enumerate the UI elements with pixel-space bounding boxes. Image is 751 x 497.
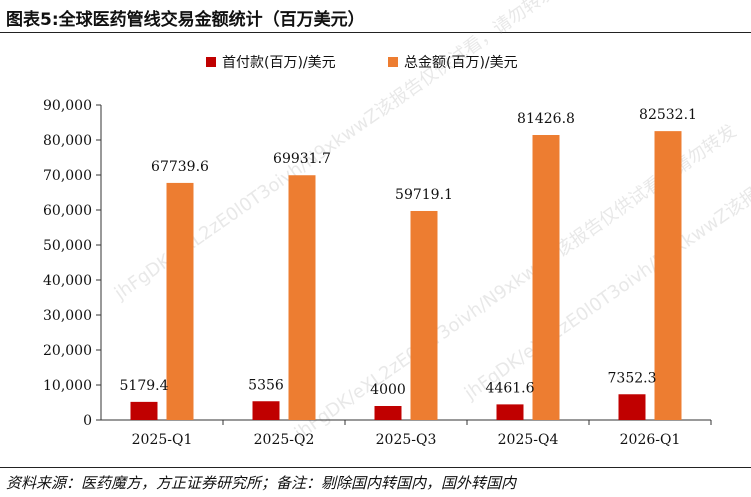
- legend-swatch: [206, 57, 216, 67]
- y-tick-label: 10,000: [43, 378, 92, 394]
- bar-series-2: [288, 175, 316, 420]
- watermark-text: jhFgDK/eXL2zE0l0T3oivh/N9xkwwZ该报告仅供试看，请勿…: [460, 81, 751, 405]
- data-label: 59719.1: [395, 187, 453, 203]
- data-label: 69931.7: [273, 151, 331, 167]
- x-tick-label: 2026-Q1: [620, 432, 681, 448]
- legend-label: 总金额(百万)/美元: [404, 55, 518, 71]
- y-tick-label: 90,000: [43, 98, 92, 114]
- y-tick-label: 20,000: [43, 343, 92, 359]
- y-tick-label: 80,000: [43, 133, 92, 149]
- bar-series-2: [410, 210, 438, 420]
- legend-swatch: [388, 57, 398, 67]
- x-tick-label: 2025-Q4: [498, 432, 559, 448]
- data-label: 81426.8: [517, 111, 575, 127]
- data-label: 67739.6: [151, 159, 209, 175]
- x-tick-label: 2025-Q2: [254, 432, 315, 448]
- bar-series-1: [496, 404, 524, 420]
- y-tick-label: 60,000: [43, 203, 92, 219]
- y-tick-label: 40,000: [43, 273, 92, 289]
- footer-divider: [0, 467, 751, 468]
- chart-data-labels: 5179.4 67739.6 5356 69931.7 4000 59719.1 4461.…: [120, 107, 697, 398]
- bar-series-2: [654, 131, 682, 421]
- y-tick-label: 70,000: [43, 168, 92, 184]
- bar-series-2: [166, 182, 194, 420]
- x-tick-label: 2025-Q1: [132, 432, 193, 448]
- data-label: 5356: [248, 377, 284, 393]
- title-divider: [0, 32, 751, 33]
- x-tick-label: 2025-Q3: [376, 432, 437, 448]
- data-label: 4000: [370, 382, 406, 398]
- bar-series-1: [252, 401, 280, 420]
- chart-title: 图表5:全球医药管线交易金额统计（百万美元）: [6, 10, 365, 30]
- data-label: 82532.1: [639, 107, 697, 123]
- bar-series-1: [374, 406, 402, 420]
- source-note: 资料来源：医药魔方，方正证券研究所；备注：剔除国内转国内，国外转国内: [6, 474, 517, 492]
- data-label: 4461.6: [486, 380, 535, 396]
- chart-axes: 0 10,000 20,000 30,000 40,000 50,000 60,000 70,…: [43, 98, 712, 448]
- y-tick-label: 50,000: [43, 238, 92, 254]
- bar-series-1: [130, 401, 158, 420]
- data-label: 7352.3: [608, 370, 657, 386]
- chart-legend: 首付款(百万)/美元 总金额(百万)/美元: [206, 55, 518, 71]
- bar-series-2: [532, 135, 560, 420]
- data-label: 5179.4: [120, 378, 169, 394]
- y-tick-label: 30,000: [43, 308, 92, 324]
- y-tick-label: 0: [83, 413, 92, 429]
- bar-series-1: [618, 394, 646, 420]
- legend-label: 首付款(百万)/美元: [222, 55, 336, 71]
- chart-bars: [130, 131, 682, 421]
